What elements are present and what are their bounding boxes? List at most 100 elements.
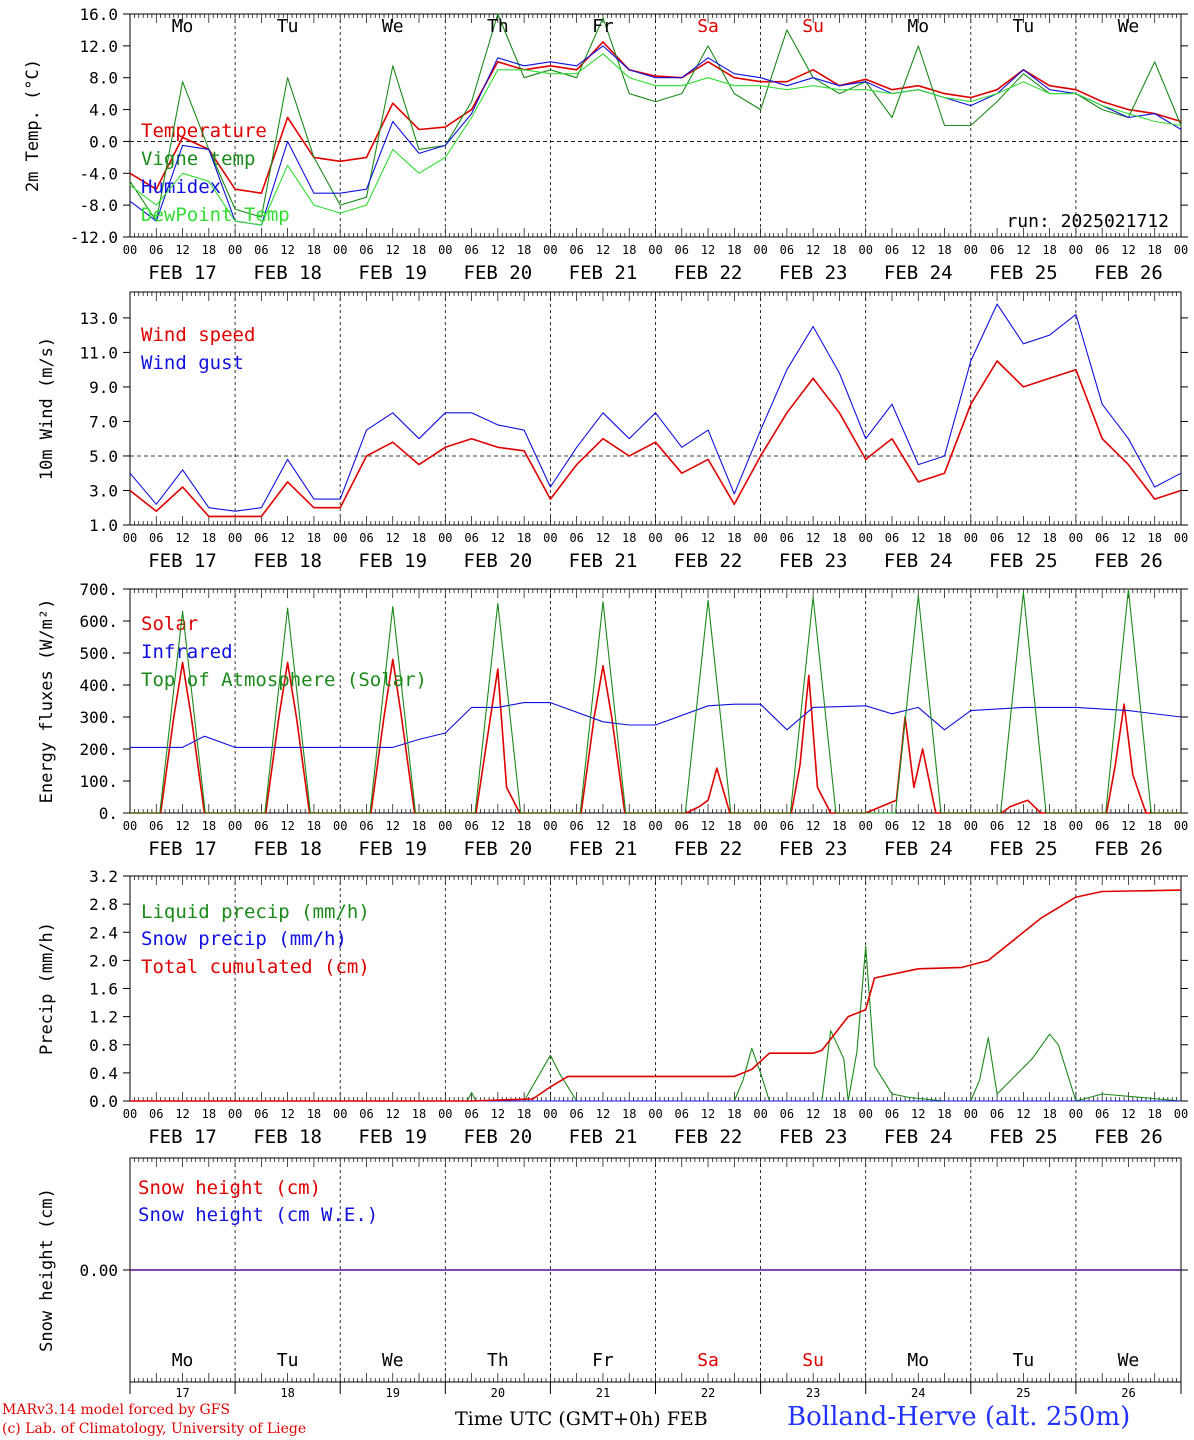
day-label: FEB 22 (674, 838, 743, 860)
day-label: FEB 25 (989, 262, 1058, 284)
hour-tick-label: 12 (911, 1107, 925, 1121)
panel-frame (129, 588, 1182, 814)
day-label: FEB 17 (148, 1126, 217, 1148)
legend-entry: Top of Atmosphere (Solar) (141, 669, 427, 691)
hour-tick-label: 00 (333, 819, 347, 833)
series-line (130, 702, 1182, 748)
hour-tick-label: 00 (858, 243, 872, 257)
y-tick-label: 1.0 (89, 516, 118, 535)
weekday-label: We (382, 1350, 404, 1371)
hour-tick-label: 18 (307, 1107, 321, 1121)
hour-tick-label: 00 (333, 531, 347, 545)
hour-tick-label: 00 (438, 819, 452, 833)
hour-tick-label: 00 (228, 531, 242, 545)
day-label: FEB 21 (569, 262, 638, 284)
hour-tick-label: 18 (202, 1107, 216, 1121)
hour-tick-label: 12 (491, 1107, 505, 1121)
hour-tick-label: 00 (123, 819, 137, 833)
hour-tick-label: 00 (753, 243, 767, 257)
hour-tick-label: 18 (937, 1107, 951, 1121)
hour-tick-label: 18 (517, 1107, 531, 1121)
hour-tick-label: 06 (359, 819, 373, 833)
day-label: FEB 26 (1094, 838, 1163, 860)
hour-tick-label: 12 (701, 531, 715, 545)
hour-tick-label: 06 (885, 819, 899, 833)
legend-entry: Wind speed (141, 324, 255, 346)
hour-tick-label: 00 (648, 819, 662, 833)
y-tick-label: 3.0 (89, 481, 118, 500)
y-tick-label: -12.0 (70, 228, 118, 247)
hour-tick-label: 18 (412, 819, 426, 833)
hour-tick-label: 06 (780, 243, 794, 257)
day-label: FEB 20 (464, 550, 533, 572)
hour-tick-label: 06 (885, 1107, 899, 1121)
hour-tick-label: 12 (175, 531, 189, 545)
hour-tick-label: 06 (1095, 243, 1109, 257)
hour-tick-label: 00 (228, 243, 242, 257)
hour-tick-label: 18 (937, 243, 951, 257)
hour-tick-label: 00 (858, 1107, 872, 1121)
hour-tick-label: 12 (386, 819, 400, 833)
y-tick-label: 600. (79, 612, 118, 631)
day-label: FEB 19 (358, 1126, 427, 1148)
hour-tick-label: 00 (964, 243, 978, 257)
hour-tick-label: 12 (1121, 819, 1135, 833)
series-line (130, 945, 1182, 1102)
hour-tick-label: 12 (280, 243, 294, 257)
hour-tick-label: 12 (1016, 243, 1030, 257)
hour-tick-label: 18 (832, 243, 846, 257)
hour-tick-label: 12 (175, 1107, 189, 1121)
hour-tick-label: 18 (517, 243, 531, 257)
y-tick-label: 2.0 (89, 951, 118, 970)
hour-tick-label: 06 (464, 243, 478, 257)
hour-tick-label: 00 (1069, 1107, 1083, 1121)
weekday-label: Mo (172, 1350, 194, 1371)
series-line (129, 41, 1182, 194)
hour-tick-label: 18 (517, 531, 531, 545)
hour-tick-label: 00 (123, 1107, 137, 1121)
weekday-label: Th (487, 16, 509, 37)
hour-tick-label: 00 (438, 1107, 452, 1121)
weekday-label: Fr (592, 16, 614, 37)
y-tick-label: 16.0 (79, 5, 118, 24)
hour-tick-label: 00 (858, 819, 872, 833)
hour-tick-label: 18 (1042, 819, 1056, 833)
hour-tick-label: 12 (806, 819, 820, 833)
hour-tick-label: 06 (254, 243, 268, 257)
y-tick-label: 0.0 (89, 132, 118, 151)
hour-tick-label: 00 (1174, 819, 1188, 833)
hour-tick-label: 06 (780, 819, 794, 833)
hour-tick-label: 06 (1095, 819, 1109, 833)
hour-tick-label: 00 (438, 531, 452, 545)
hour-tick-label: 12 (701, 243, 715, 257)
lab-credit: (c) Lab. of Climatology, University of L… (2, 1421, 307, 1437)
day-label: FEB 18 (253, 838, 322, 860)
hour-tick-label: 12 (701, 819, 715, 833)
day-number-label: 19 (386, 1386, 400, 1400)
hour-tick-label: 12 (175, 819, 189, 833)
hour-tick-label: 18 (412, 243, 426, 257)
hour-tick-label: 06 (990, 819, 1004, 833)
day-label: FEB 17 (148, 262, 217, 284)
y-tick-label: 0.00 (79, 1261, 118, 1280)
y-axis-label: 2m Temp. (°C) (23, 59, 43, 192)
hour-tick-label: 18 (412, 1107, 426, 1121)
hour-tick-label: 12 (386, 243, 400, 257)
day-label: FEB 19 (358, 262, 427, 284)
y-tick-label: 0.0 (89, 1092, 118, 1111)
series-line (129, 45, 1182, 226)
day-label: FEB 24 (884, 838, 953, 860)
hour-tick-label: 06 (464, 531, 478, 545)
hour-tick-label: 06 (149, 1107, 163, 1121)
day-label: FEB 24 (884, 1126, 953, 1148)
x-axis-title: Time UTC (GMT+0h) FEB (455, 1408, 708, 1430)
hour-tick-label: 18 (937, 531, 951, 545)
hour-tick-label: 18 (202, 819, 216, 833)
day-label: FEB 24 (884, 262, 953, 284)
legend-entry: Snow height (cm W.E.) (138, 1204, 378, 1226)
y-axis-label: 10m Wind (m/s) (37, 337, 57, 480)
weekday-label: Mo (907, 16, 929, 37)
hour-tick-label: 00 (648, 1107, 662, 1121)
hour-tick-label: 12 (911, 243, 925, 257)
series-line (129, 360, 1182, 518)
